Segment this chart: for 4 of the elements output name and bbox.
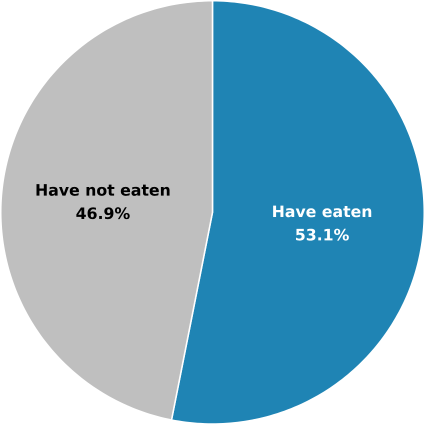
slice-label: Have eaten (273, 206, 372, 218)
data-label: 46.9% (76, 207, 130, 220)
slice-label: Have not eaten (36, 184, 170, 196)
data-label: 53.1% (296, 228, 349, 241)
